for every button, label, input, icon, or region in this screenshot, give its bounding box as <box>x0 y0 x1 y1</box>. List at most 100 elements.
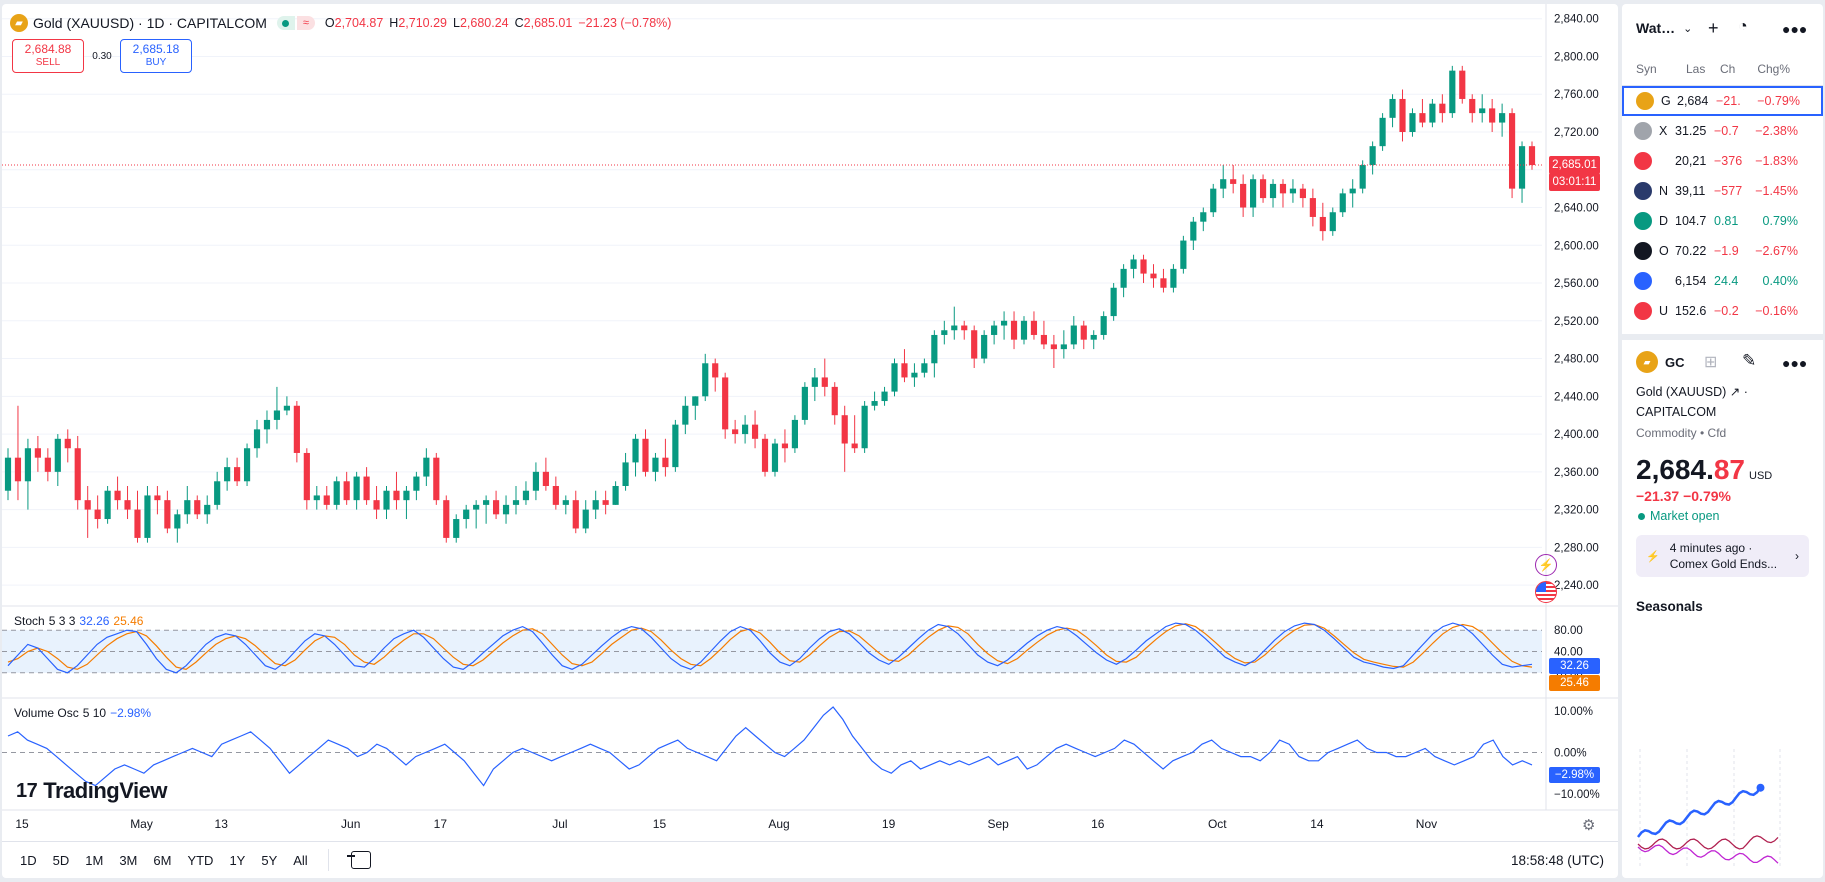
candle-body <box>662 457 669 468</box>
watchlist-header[interactable]: Wat… ⌄ <box>1622 4 1823 52</box>
toolbar-divider <box>327 849 329 871</box>
last-price-tag: 2,685.01 <box>1549 156 1600 174</box>
market-status[interactable]: ≈ <box>276 16 315 30</box>
col-last[interactable]: Las <box>1686 61 1706 76</box>
candle-body <box>1349 188 1356 194</box>
stoch-legend[interactable]: Stoch 5 3 3 32.26 25.46 <box>14 614 143 628</box>
price-axis-label: 2,760.00 <box>1554 89 1599 101</box>
range-6m[interactable]: 6M <box>153 852 172 868</box>
add-symbol-icon[interactable]: + <box>1708 18 1719 38</box>
price-axis-label: 2,480.00 <box>1554 354 1599 366</box>
col-symbol[interactable]: Syn <box>1636 61 1657 76</box>
layout-grid-icon[interactable]: ⊞ <box>1704 354 1718 371</box>
candle-body <box>642 438 649 472</box>
range-5d[interactable]: 5D <box>52 852 70 868</box>
details-price-int: 2,684. <box>1636 454 1714 485</box>
candle-body <box>1259 179 1267 199</box>
sell-button[interactable]: 2,684.88 SELL <box>12 39 84 73</box>
candle-body <box>1359 165 1366 189</box>
candle-body <box>1379 117 1386 147</box>
range-ytd[interactable]: YTD <box>187 852 214 868</box>
news-card[interactable]: ⚡ 4 minutes ago · Comex Gold Ends... › <box>1636 535 1809 577</box>
range-1m[interactable]: 1M <box>85 852 104 868</box>
details-short-symbol[interactable]: GC <box>1665 354 1685 370</box>
ohlc-high: H2,710.29 <box>389 16 447 30</box>
details-more-icon[interactable]: ●●● <box>1782 355 1808 371</box>
range-1d[interactable]: 1D <box>20 852 37 868</box>
col-change-pct[interactable]: Chg% <box>1757 61 1790 76</box>
candle-body <box>951 325 958 331</box>
candle-body <box>991 325 998 335</box>
time-axis-label: Aug <box>768 817 789 831</box>
watchlist-row[interactable]: 20,21 −376 −1.83% <box>1622 146 1823 176</box>
range-all[interactable]: All <box>293 852 308 868</box>
advanced-view-icon[interactable]: ◔ <box>1738 18 1748 35</box>
watchlist-row[interactable]: N 39,11 −577 −1.45% <box>1622 176 1823 206</box>
volosc-axis-label: 10.00% <box>1554 706 1593 718</box>
price-axis-label: 2,800.00 <box>1554 51 1599 63</box>
candle-body <box>941 330 948 335</box>
us-economic-events-icon[interactable] <box>1535 581 1557 603</box>
tradingview-logo[interactable]: 17 TradingView <box>16 778 167 804</box>
candle-body <box>742 424 749 435</box>
candle-body <box>981 334 988 359</box>
chevron-down-icon[interactable]: ⌄ <box>1683 22 1693 35</box>
utc-clock[interactable]: 18:58:48 (UTC) <box>1510 852 1604 868</box>
external-link-icon[interactable]: ↗ <box>1729 385 1741 399</box>
row-last: 31.25 <box>1675 124 1707 138</box>
candle-body <box>612 486 619 505</box>
candle-body <box>4 457 12 491</box>
candle-body <box>1399 98 1406 132</box>
candle-body <box>134 509 141 538</box>
candle-body <box>1309 198 1316 217</box>
watchlist-row[interactable]: 6,154 24.4 0.40% <box>1622 266 1823 296</box>
stoch-name: Stoch <box>14 614 45 628</box>
more-options-icon[interactable]: ●●● <box>1782 21 1808 37</box>
volume-osc-legend[interactable]: Volume Osc 5 10 −2.98% <box>14 706 155 720</box>
details-currency: USD <box>1749 470 1773 482</box>
watchlist-row[interactable]: U 152.6 −0.2 −0.16% <box>1622 296 1823 326</box>
chart-canvas[interactable]: 2,840.002,800.002,760.002,720.002,680.00… <box>2 4 1618 878</box>
watchlist-row[interactable]: D 104.7 0.81 0.79% <box>1622 206 1823 236</box>
watchlist-row[interactable]: X 31.25 −0.7 −2.38% <box>1622 116 1823 146</box>
settings-gear-icon[interactable]: ⚙ <box>1582 817 1596 834</box>
candle-body <box>353 476 360 501</box>
candle-body <box>1100 316 1107 335</box>
market-status-label[interactable]: Market open <box>1622 509 1823 523</box>
time-axis-label: Jun <box>341 817 360 831</box>
tradingview-wordmark: TradingView <box>43 778 167 803</box>
range-1y[interactable]: 1Y <box>229 852 246 868</box>
candle-body <box>1050 344 1057 350</box>
seasonals-series-line <box>1637 844 1779 864</box>
seasonals-title[interactable]: Seasonals <box>1636 599 1703 614</box>
range-3m[interactable]: 3M <box>119 852 138 868</box>
watchlist-title[interactable]: Wat… <box>1636 20 1676 36</box>
candle-body <box>433 457 440 501</box>
watchlist-row[interactable]: O 70.22 −1.9 −2.67% <box>1622 236 1823 266</box>
flash-icon[interactable]: ⚡ <box>1535 554 1557 576</box>
candle-body <box>313 495 320 501</box>
range-5y[interactable]: 5Y <box>261 852 278 868</box>
candle-body <box>522 490 530 501</box>
go-to-date-calendar-icon[interactable] <box>346 851 371 869</box>
candle-body <box>1000 320 1008 326</box>
price-axis-label: 2,640.00 <box>1554 203 1599 215</box>
candle-body <box>732 429 739 435</box>
dollar-icon <box>1634 212 1652 230</box>
edit-note-icon[interactable]: ✎ <box>1742 351 1757 370</box>
stoch-axis-label: 40.00 <box>1554 647 1583 659</box>
stoch-axis-label: 80.00 <box>1554 625 1583 637</box>
watchlist-row[interactable]: G 2,684 −21. −0.79% <box>1622 86 1823 116</box>
details-name[interactable]: Gold (XAUUSD) ↗ · <box>1636 385 1748 399</box>
candle-body <box>413 476 420 491</box>
candle-body <box>811 377 818 387</box>
row-change: 0.81 <box>1714 214 1739 228</box>
chart-panel[interactable]: 2,840.002,800.002,760.002,720.002,680.00… <box>2 4 1618 878</box>
col-change[interactable]: Ch <box>1720 61 1736 76</box>
price-axis-label: 2,840.00 <box>1554 14 1599 26</box>
symbol-title[interactable]: Gold (XAUUSD) · 1D · CAPITALCOM <box>33 15 267 31</box>
candle-body <box>1150 273 1157 279</box>
seasonals-chart[interactable] <box>1632 749 1792 869</box>
buy-button[interactable]: 2,685.18 BUY <box>120 39 192 73</box>
candle-body <box>1459 70 1466 99</box>
